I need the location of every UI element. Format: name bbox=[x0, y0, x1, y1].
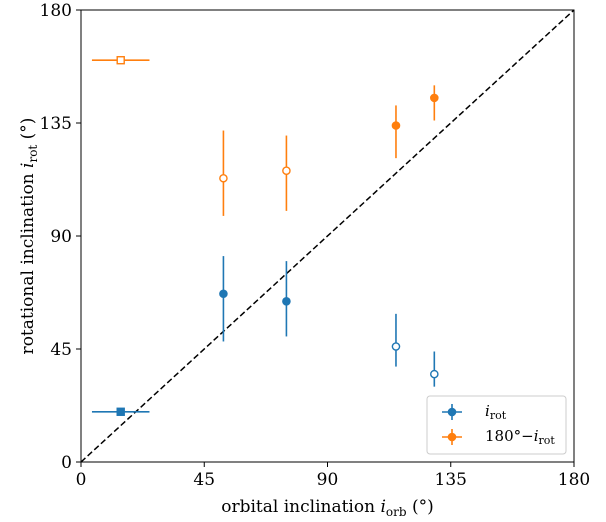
legend-marker-180-minus-i-rot bbox=[442, 429, 462, 445]
data-point-s1-1 bbox=[219, 130, 228, 216]
x-tick-label: 135 bbox=[435, 470, 467, 490]
legend-label-i-rot: irot bbox=[485, 402, 507, 422]
data-point-s0-0 bbox=[91, 407, 150, 416]
data-point-s1-2 bbox=[282, 135, 291, 211]
plot-area bbox=[80, 9, 575, 463]
circle-marker bbox=[391, 342, 401, 351]
axis-ticks: 0 45 90 135 180 0 45 90 135 180 bbox=[40, 1, 591, 490]
y-tick-label: 0 bbox=[61, 453, 72, 473]
legend-dot bbox=[447, 407, 457, 417]
legend-label-180-minus-i-rot: 180°−irot bbox=[485, 427, 555, 447]
legend-marker-i-rot bbox=[442, 404, 462, 420]
y-tick-label: 90 bbox=[50, 227, 72, 247]
circle-marker bbox=[391, 121, 401, 130]
legend-dot bbox=[447, 432, 457, 442]
circle-marker bbox=[282, 166, 291, 176]
legend-box bbox=[426, 395, 567, 455]
data-point-s1-4 bbox=[430, 85, 439, 121]
data-point-s0-4 bbox=[430, 351, 439, 387]
x-tick-label: 180 bbox=[558, 470, 590, 490]
y-axis-label: rotational inclination irot (°) bbox=[18, 118, 40, 355]
x-axis-label: orbital inclination iorb (°) bbox=[221, 497, 433, 519]
data-point-s0-1 bbox=[219, 256, 228, 342]
y-tick-label: 135 bbox=[40, 114, 72, 134]
data-point-s0-3 bbox=[391, 313, 401, 367]
circle-marker bbox=[282, 296, 291, 306]
square-marker bbox=[116, 407, 125, 416]
diagonal-line bbox=[80, 9, 575, 463]
data-point-s0-2 bbox=[282, 261, 291, 337]
x-tick-label: 90 bbox=[317, 470, 339, 490]
data-point-s1-0 bbox=[91, 56, 150, 65]
x-tick-label: 45 bbox=[193, 470, 215, 490]
y-tick-label: 180 bbox=[40, 1, 72, 21]
square-marker bbox=[116, 56, 125, 65]
circle-marker bbox=[430, 93, 439, 103]
circle-marker bbox=[219, 173, 228, 183]
circle-marker bbox=[430, 369, 439, 379]
y-tick-label: 45 bbox=[50, 340, 72, 360]
x-tick-label: 0 bbox=[76, 470, 87, 490]
circle-marker bbox=[219, 289, 228, 299]
data-point-s1-3 bbox=[391, 105, 401, 159]
legend: irot 180°−irot bbox=[426, 395, 567, 455]
